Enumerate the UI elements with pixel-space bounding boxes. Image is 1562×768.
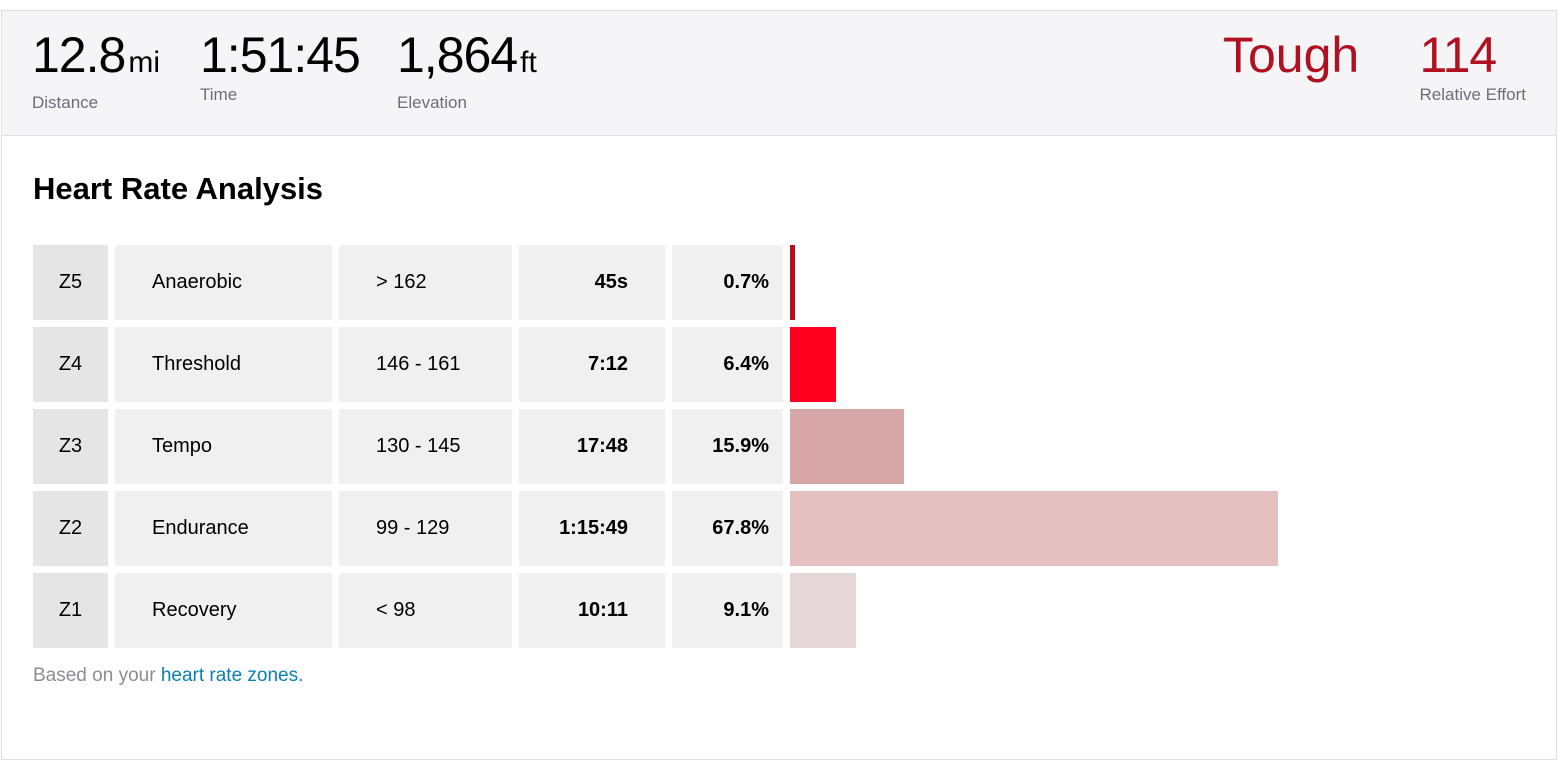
zone-range: < 98: [339, 573, 512, 648]
zone-name: Endurance: [115, 491, 332, 566]
zone-bar: [790, 491, 1278, 566]
zone-id: Z3: [33, 409, 108, 484]
time-label: Time: [200, 85, 238, 104]
zone-time: 10:11: [519, 573, 665, 648]
time-value: 1:51:45: [200, 27, 361, 83]
zone-id: Z4: [33, 327, 108, 402]
zone-percent: 67.8%: [672, 491, 783, 566]
relative-effort-value: 114: [1419, 27, 1498, 83]
relative-effort[interactable]: 114 Relative Effort: [1420, 29, 1526, 105]
elevation-label: Elevation: [397, 93, 467, 112]
stat-elevation: 1,864 ft Elevation: [397, 29, 537, 113]
zone-time: 1:15:49: [519, 491, 665, 566]
elevation-unit: ft: [520, 46, 537, 79]
zone-percent: 9.1%: [672, 573, 783, 648]
zone-range: > 162: [339, 245, 512, 320]
distance-label: Distance: [32, 93, 99, 112]
zone-time: 45s: [519, 245, 665, 320]
heart-rate-zones-link[interactable]: heart rate zones.: [160, 665, 304, 686]
zone-range: 146 - 161: [339, 327, 512, 402]
stat-distance: 12.8 mi Distance: [32, 29, 160, 113]
zone-range: 99 - 129: [339, 491, 512, 566]
stats-bar: 12.8 mi Distance 1:51:45 Time 1,864 ft Ele…: [2, 11, 1556, 136]
section-title: Heart Rate Analysis: [33, 171, 324, 206]
zone-name: Anaerobic: [115, 245, 332, 320]
zone-bar: [790, 573, 856, 648]
distance-unit: mi: [128, 46, 160, 79]
zone-name: Tempo: [115, 409, 332, 484]
zone-range: 130 - 145: [339, 409, 512, 484]
zone-time: 17:48: [519, 409, 665, 484]
zone-bar: [790, 327, 836, 402]
elevation-value: 1,864: [397, 27, 518, 83]
zone-time: 7:12: [519, 327, 665, 402]
zone-id: Z2: [33, 491, 108, 566]
zone-name: Recovery: [115, 573, 332, 648]
zone-percent: 0.7%: [672, 245, 783, 320]
relative-effort-label: Relative Effort: [1419, 85, 1526, 104]
footnote-text: Based on your: [33, 665, 161, 686]
distance-value: 12.8: [32, 27, 126, 83]
activity-card: 12.8 mi Distance 1:51:45 Time 1,864 ft Ele…: [1, 10, 1557, 760]
zone-name: Threshold: [115, 327, 332, 402]
zone-bar: [790, 245, 795, 320]
stat-time: 1:51:45 Time: [200, 27, 361, 105]
footnote: Based on your heart rate zones.: [33, 665, 303, 687]
zone-id: Z1: [33, 573, 108, 648]
zone-percent: 6.4%: [672, 327, 783, 402]
zone-bar: [790, 409, 904, 484]
zone-percent: 15.9%: [672, 409, 783, 484]
effort-rating: Tough: [1223, 27, 1360, 83]
zone-id: Z5: [33, 245, 108, 320]
